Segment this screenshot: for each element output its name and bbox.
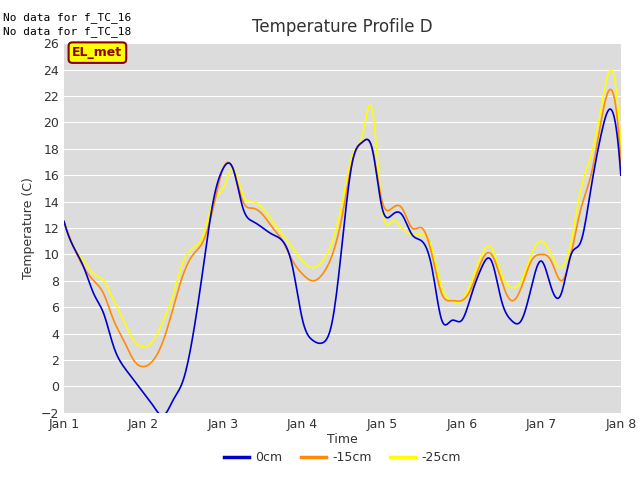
X-axis label: Time: Time	[327, 433, 358, 446]
Text: No data for f_TC_16: No data for f_TC_16	[3, 12, 131, 23]
Text: No data for f_TC_18: No data for f_TC_18	[3, 26, 131, 37]
Text: EL_met: EL_met	[72, 46, 122, 59]
Y-axis label: Temperature (C): Temperature (C)	[22, 177, 35, 279]
Title: Temperature Profile D: Temperature Profile D	[252, 18, 433, 36]
Legend: 0cm, -15cm, -25cm: 0cm, -15cm, -25cm	[219, 446, 466, 469]
